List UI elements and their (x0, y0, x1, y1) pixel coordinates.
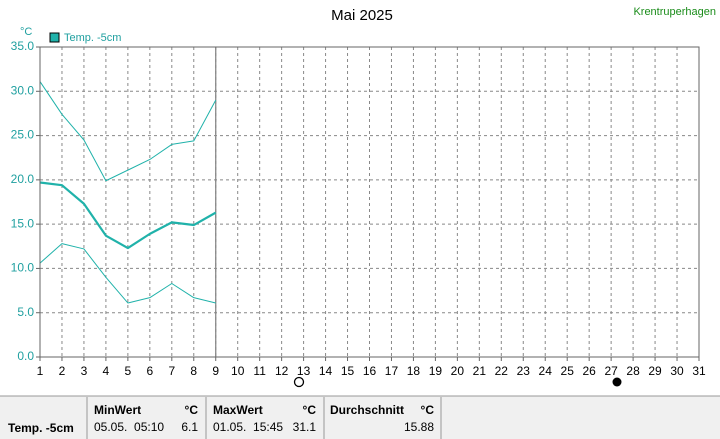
plot-frame (39, 46, 700, 358)
station-name: Krentruperhagen (633, 6, 716, 18)
row-label: Temp. -5cm (8, 421, 74, 435)
x-tick-label: 3 (81, 364, 88, 378)
x-tick-label: 6 (146, 364, 153, 378)
column-header: Durchschnitt (330, 403, 404, 417)
new-moon-icon (612, 377, 622, 387)
x-tick-label: 8 (190, 364, 197, 378)
x-tick-label: 19 (429, 364, 443, 378)
value-cell: 6.1 (181, 420, 198, 434)
x-tick-label: 22 (495, 364, 509, 378)
y-tick-label: 15.0 (11, 216, 35, 230)
x-tick-label: 15 (341, 364, 355, 378)
x-tick-label: 31 (692, 364, 706, 378)
y-tick-label: 35.0 (11, 39, 35, 53)
x-tick-label: 5 (125, 364, 132, 378)
y-tick-label: 25.0 (11, 128, 35, 142)
x-tick-label: 16 (363, 364, 377, 378)
y-tick-label: 30.0 (11, 83, 35, 97)
x-tick-label: 12 (275, 364, 289, 378)
plot: 0.05.010.015.020.025.030.035.01 2 3 4 5 6 7 8 9 1… (11, 39, 706, 378)
x-tick-label: 26 (582, 364, 596, 378)
time-cell: 01.05. 15:45 (213, 420, 283, 434)
x-tick-label: 14 (319, 364, 333, 378)
x-tick-label: 25 (561, 364, 575, 378)
x-tick-label: 4 (103, 364, 110, 378)
stats-table: Temp. -5cm MinWert °C 05.05. 05:10 6.1 M… (0, 395, 720, 439)
legend-swatch (49, 32, 60, 43)
time-cell: 05.05. 05:10 (94, 420, 164, 434)
x-tick-label: 9 (212, 364, 219, 378)
x-tick-label: 21 (473, 364, 487, 378)
column-unit: °C (303, 403, 317, 417)
series-line (39, 81, 217, 182)
series-line (39, 181, 217, 250)
x-tick-label: 24 (539, 364, 553, 378)
x-tick-label: 18 (407, 364, 421, 378)
x-tick-label: 30 (670, 364, 684, 378)
value-cell: 15.88 (404, 420, 434, 434)
y-tick-label: 20.0 (11, 172, 35, 186)
value-cell: 31.1 (293, 420, 317, 434)
x-tick-label: 17 (385, 364, 399, 378)
x-tick-label: 13 (297, 364, 311, 378)
x-tick-label: 1 (37, 364, 44, 378)
x-tick-label: 11 (253, 364, 266, 378)
chart-title: Mai 2025 (331, 7, 393, 24)
column-unit: °C (421, 403, 435, 417)
table-background (0, 396, 720, 439)
y-unit: °C (20, 26, 32, 38)
x-tick-label: 10 (231, 364, 245, 378)
x-tick-label: 28 (626, 364, 640, 378)
y-tick-label: 0.0 (17, 349, 34, 363)
legend-label: Temp. -5cm (64, 32, 121, 44)
full-moon-icon (293, 376, 305, 388)
y-tick-label: 5.0 (17, 305, 34, 319)
x-tick-label: 7 (168, 364, 175, 378)
x-tick-label: 20 (451, 364, 465, 378)
x-tick-label: 23 (517, 364, 531, 378)
column-header: MaxWert (213, 403, 263, 417)
y-tick-label: 10.0 (11, 261, 35, 275)
series-line (39, 243, 216, 304)
x-tick-label: 27 (604, 364, 618, 378)
x-tick-label: 2 (59, 364, 66, 378)
x-tick-label: 29 (648, 364, 662, 378)
column-unit: °C (185, 403, 199, 417)
column-header: MinWert (94, 403, 141, 417)
